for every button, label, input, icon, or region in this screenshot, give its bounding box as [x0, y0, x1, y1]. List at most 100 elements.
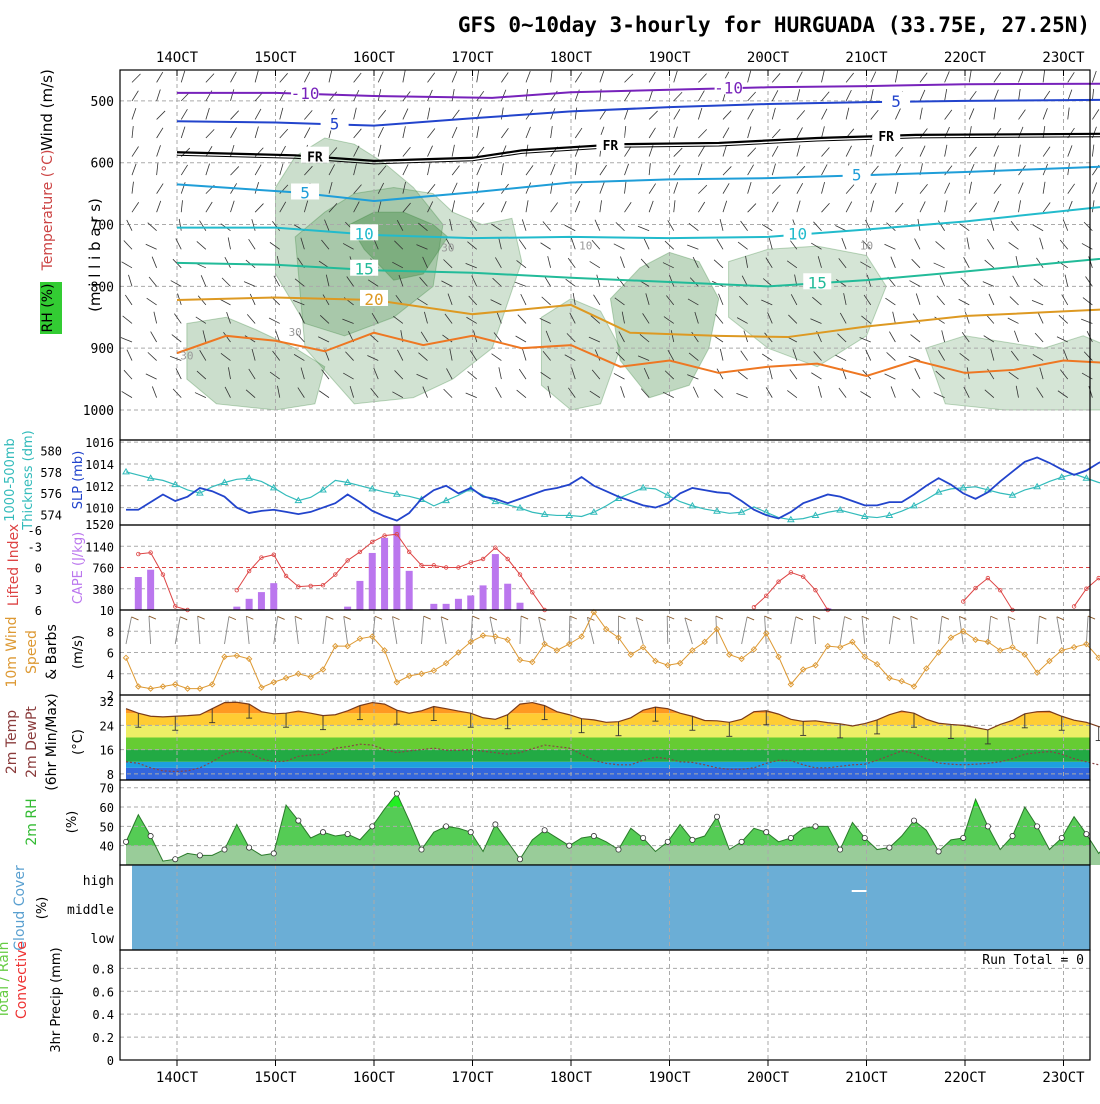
- wind-barb: [594, 219, 601, 231]
- wind-barb: [982, 281, 995, 287]
- thickness-axis-label-2: Thickness (dm): [21, 430, 36, 530]
- wind-barb: [321, 369, 330, 380]
- wind-barb: [716, 238, 724, 250]
- wind-speed-marker: [122, 654, 130, 662]
- wind-speed-marker: [627, 651, 635, 658]
- wind-barb: [673, 182, 679, 194]
- wind-barb: [624, 90, 632, 102]
- surface-wind-barb-flag: [246, 615, 254, 620]
- wind-barb: [178, 218, 182, 231]
- wind-barb: [427, 128, 436, 139]
- wind-barb: [984, 389, 995, 398]
- wind-barb: [205, 73, 215, 83]
- wind-barb: [124, 294, 133, 306]
- wind-barb: [498, 367, 502, 380]
- wind-barb: [765, 257, 773, 269]
- wind-barb: [843, 293, 847, 305]
- wind-barb: [180, 108, 188, 120]
- isotherm-label: -10: [291, 84, 320, 103]
- wind-barb: [599, 164, 607, 176]
- wind-barb: [500, 107, 504, 120]
- wind-barb: [402, 146, 411, 157]
- cape-bar: [233, 606, 241, 610]
- rh-marker: [196, 852, 203, 859]
- wind-barb: [621, 311, 625, 324]
- wind-barb: [427, 201, 434, 213]
- wind-barb: [131, 181, 134, 194]
- wind-barb: [1032, 354, 1044, 361]
- wind-barb: [248, 368, 256, 380]
- wind-barb: [908, 355, 921, 361]
- wind-barb: [498, 237, 502, 250]
- wind-barb: [547, 385, 552, 398]
- wind-barb: [170, 280, 182, 287]
- wind-speed-marker: [664, 662, 671, 669]
- wind-speed-marker: [541, 640, 548, 648]
- cloud-level-label: low: [91, 932, 115, 947]
- wind-barb: [251, 219, 256, 231]
- wind-barb: [1010, 221, 1019, 231]
- wind-barb: [698, 90, 705, 102]
- cloud-axis-label: Cloud Cover: [12, 865, 28, 951]
- isotherm-label-bg: [350, 224, 379, 241]
- cape-top-tick-label: 1520: [85, 518, 114, 532]
- wind-barb: [254, 182, 260, 194]
- wind-barb: [1056, 336, 1068, 343]
- wind-barb: [572, 293, 576, 305]
- wind-barb: [318, 336, 330, 343]
- wind-barb: [919, 145, 926, 157]
- wind-barb: [884, 373, 896, 380]
- wind-barb: [230, 127, 237, 139]
- thickness-marker: [491, 497, 500, 505]
- wind-barb: [254, 70, 259, 83]
- pressure-tick-label: 500: [91, 95, 114, 110]
- wind-barb: [300, 367, 305, 380]
- thickness-marker: [639, 483, 648, 491]
- thickness-marker: [885, 511, 894, 518]
- slp-tick-label: 1010: [85, 502, 114, 516]
- wind-barb: [747, 164, 754, 176]
- wind-barb: [990, 348, 995, 361]
- thickness-marker: [245, 474, 254, 481]
- wind-barb: [664, 370, 675, 380]
- slp-axis-label: SLP (mb): [71, 451, 86, 510]
- top-date-label: 14OCT: [156, 50, 199, 66]
- wind-barb: [1034, 332, 1044, 343]
- wind-barb: [1018, 126, 1024, 139]
- wind-speed-marker: [566, 640, 573, 648]
- wind-barb: [821, 164, 828, 176]
- rh-marker: [246, 844, 253, 851]
- wind-barb: [688, 223, 699, 232]
- wind-barb: [195, 316, 207, 324]
- wind-speed-marker: [1070, 643, 1078, 651]
- wind-barb: [933, 392, 945, 398]
- lifted-index-line: [753, 571, 829, 611]
- wind-barb: [493, 332, 502, 343]
- wind-barb: [934, 316, 945, 324]
- wind-speed-marker: [602, 625, 610, 633]
- wind-barb: [771, 128, 781, 139]
- wind-barb: [151, 256, 157, 268]
- wind-barb: [813, 221, 822, 231]
- wind-barb: [328, 91, 338, 102]
- rh-marker: [172, 856, 179, 863]
- wind-barb: [1037, 312, 1044, 324]
- wind-barb: [694, 311, 699, 324]
- wind-barb: [469, 350, 478, 361]
- cloud-axis-unit: (%): [35, 897, 50, 920]
- cape-tick-label: 380: [92, 583, 114, 597]
- wind-barb: [550, 126, 553, 139]
- lifted-index-line: [962, 577, 1013, 611]
- wind-barb: [574, 127, 583, 139]
- wind-barb: [544, 275, 551, 287]
- rh-marker: [837, 846, 844, 853]
- isotherm-label: FR: [307, 151, 323, 166]
- cape-bar: [245, 598, 253, 610]
- wind-barb: [719, 218, 724, 231]
- lifted-index-marker: [283, 573, 289, 579]
- surface-wind-barb: [245, 616, 250, 645]
- rh-tick-label: 50: [100, 820, 114, 834]
- wind-barb: [643, 238, 650, 250]
- wind-barb: [476, 202, 485, 213]
- wind-barb: [153, 311, 158, 324]
